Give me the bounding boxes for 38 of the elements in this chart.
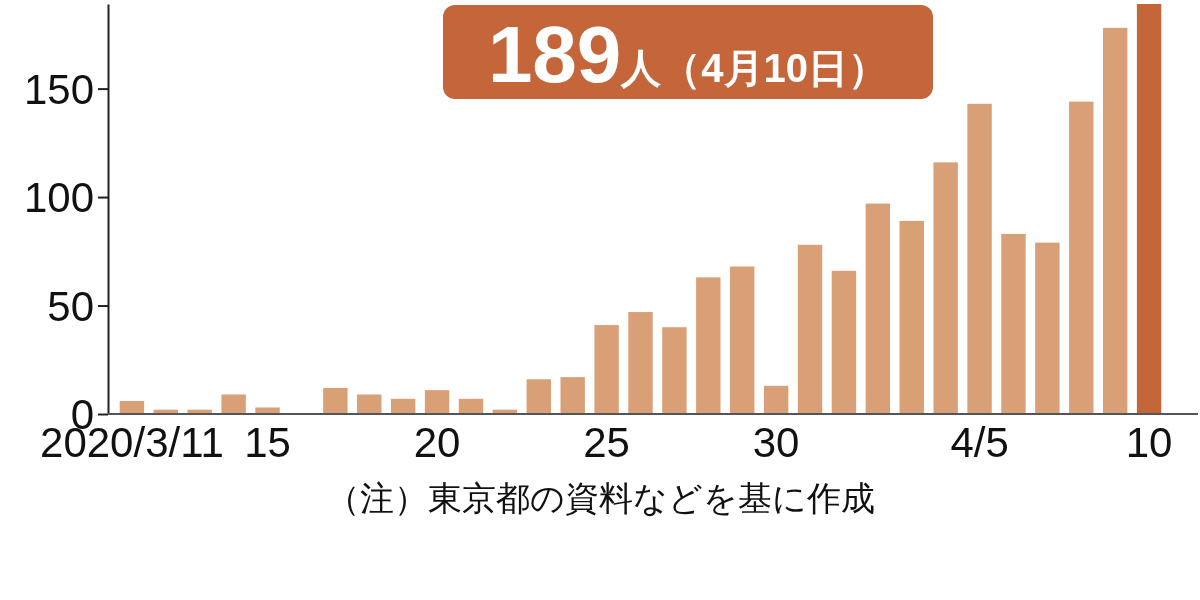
bar	[255, 407, 280, 414]
bar	[899, 220, 924, 414]
x-tick-label: 20	[413, 418, 461, 466]
bar	[1001, 233, 1026, 414]
bar	[357, 394, 382, 414]
bar	[594, 325, 619, 414]
bar	[662, 327, 687, 414]
bar	[458, 398, 484, 414]
bar	[1069, 101, 1094, 414]
bar	[763, 385, 789, 414]
bar	[628, 312, 653, 414]
bar	[967, 103, 992, 414]
x-tick-label: 30	[752, 418, 800, 466]
bar	[1136, 4, 1162, 414]
bar	[730, 266, 755, 414]
bar	[119, 400, 145, 414]
bar	[865, 203, 891, 414]
y-tick-label: 100	[23, 174, 94, 222]
y-tick-label: 50	[47, 282, 94, 330]
bar	[831, 270, 857, 414]
bar	[221, 394, 246, 414]
annotation: 189人（4月10日）	[487, 10, 889, 99]
bar	[696, 277, 721, 414]
bar	[526, 379, 551, 414]
bar	[933, 162, 958, 414]
bar	[560, 377, 585, 414]
x-tick-label: 10	[1125, 418, 1173, 466]
y-tick-label: 150	[23, 65, 94, 113]
x-tick-label: 15	[244, 418, 291, 466]
bar	[797, 244, 823, 414]
x-tick-label: 25	[583, 418, 630, 466]
text: （注）東京都の資料などを基に作成	[325, 479, 875, 517]
x-tick-label: 4/5	[950, 418, 1009, 466]
bar	[390, 398, 416, 414]
bar	[1035, 242, 1060, 414]
bar	[323, 387, 348, 414]
bar	[1102, 27, 1128, 414]
bar	[424, 390, 450, 414]
